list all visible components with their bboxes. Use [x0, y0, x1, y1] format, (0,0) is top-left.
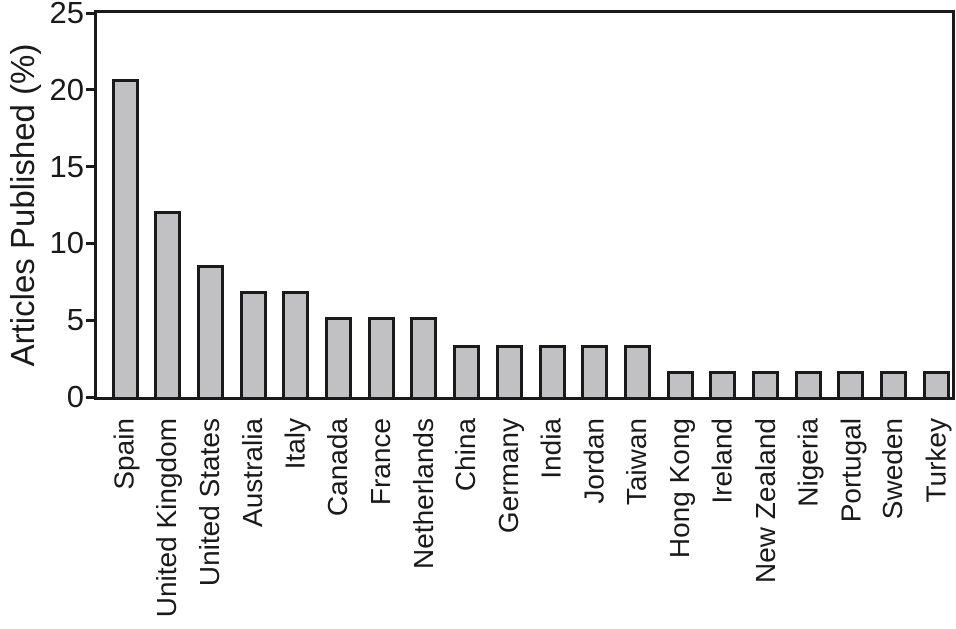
x-tick-label: Australia	[237, 418, 269, 527]
y-tick-label: 0	[66, 379, 84, 414]
x-tick-label: Turkey	[920, 418, 952, 503]
x-tick-label: China	[450, 418, 482, 492]
y-tick-mark	[86, 165, 97, 169]
y-tick-mark	[86, 395, 97, 399]
bar	[709, 370, 737, 397]
y-tick-label: 5	[66, 302, 84, 338]
y-tick-label: 20	[49, 71, 84, 107]
bar	[196, 264, 224, 397]
y-tick-mark	[86, 318, 97, 322]
x-tick-label: Germany	[493, 418, 525, 534]
bar	[623, 344, 651, 397]
x-tick-label: Netherlands	[407, 418, 439, 569]
bar	[880, 370, 908, 397]
x-tick-label: France	[365, 418, 397, 506]
x-tick-label: Italy	[279, 418, 311, 470]
bar	[794, 370, 822, 397]
y-tick-label: 25	[49, 0, 84, 30]
bar	[367, 317, 395, 397]
x-tick-label: Spain	[109, 418, 140, 490]
bar	[239, 291, 267, 397]
bar	[752, 370, 779, 397]
x-tick-label: United Kingdom	[151, 418, 183, 618]
bar	[111, 79, 139, 397]
x-tick-label: Portugal	[834, 418, 866, 523]
y-tick-mark	[86, 88, 97, 92]
bar	[922, 370, 950, 397]
x-tick-label: United States	[194, 418, 226, 587]
x-tick-label: Taiwan	[621, 418, 653, 506]
y-tick-label: 10	[49, 225, 84, 261]
bar	[495, 344, 523, 397]
bar	[410, 317, 438, 397]
y-tick-mark	[86, 241, 97, 245]
x-tick-label: Sweden	[877, 418, 909, 520]
x-tick-label: Hong Kong	[664, 418, 696, 559]
bar	[837, 370, 865, 397]
bar	[666, 370, 694, 397]
x-tick-label: Nigeria	[792, 418, 824, 507]
bar	[154, 211, 182, 397]
bar	[325, 317, 352, 397]
y-tick-label: 15	[49, 148, 84, 184]
y-tick-mark	[86, 11, 97, 15]
bar	[581, 344, 609, 397]
bar	[453, 344, 481, 397]
x-tick-label: New Zealand	[749, 418, 781, 583]
x-tick-label: Jordan	[578, 418, 610, 504]
x-tick-label: Ireland	[706, 418, 738, 504]
bar	[282, 291, 310, 397]
x-tick-label: India	[536, 418, 567, 479]
plot-area-border	[94, 10, 955, 400]
bar	[538, 344, 566, 397]
x-tick-label: Canada	[322, 418, 354, 517]
